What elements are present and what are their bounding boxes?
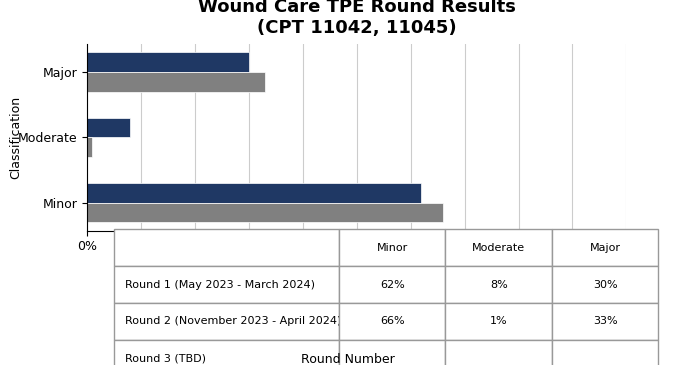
Bar xyxy=(87,118,130,137)
Y-axis label: Classification: Classification xyxy=(9,96,22,179)
Text: Round Number: Round Number xyxy=(301,353,395,365)
Bar xyxy=(87,137,93,157)
Title: Wound Care TPE Round Results
(CPT 11042, 11045): Wound Care TPE Round Results (CPT 11042,… xyxy=(198,0,516,37)
Bar xyxy=(87,183,422,203)
Bar xyxy=(87,203,443,222)
Bar xyxy=(87,52,249,72)
Bar xyxy=(87,72,265,92)
